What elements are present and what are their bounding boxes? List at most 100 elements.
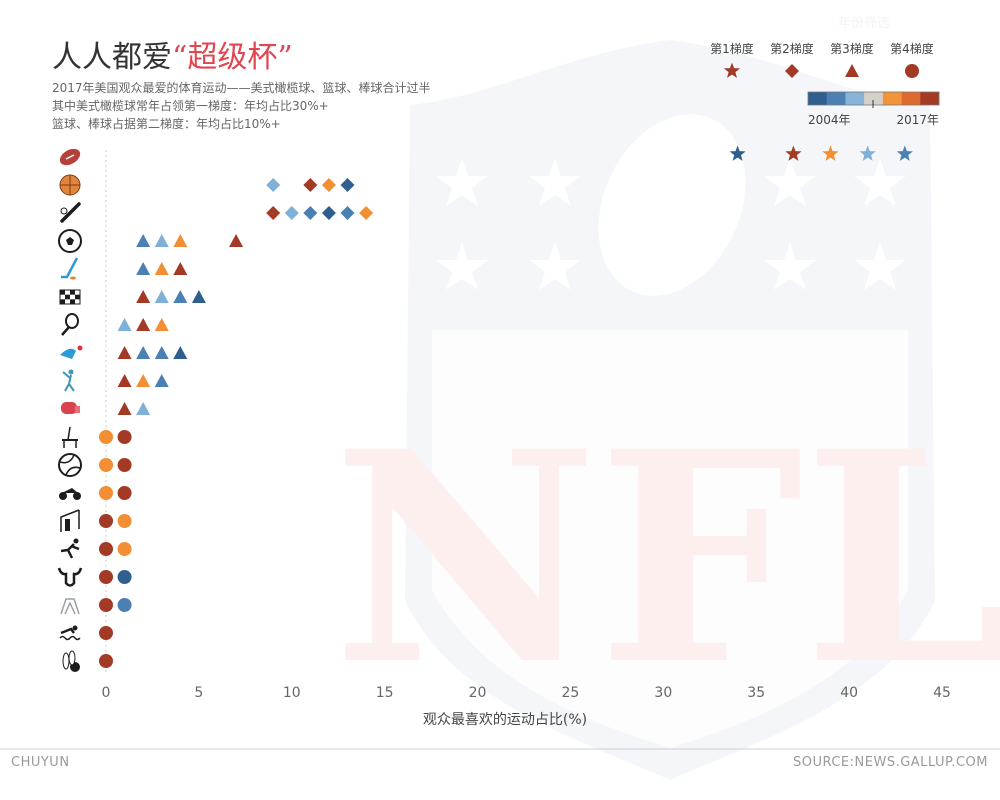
data-point (266, 206, 281, 220)
data-point (117, 346, 132, 359)
data-point (117, 514, 132, 528)
data-point (117, 486, 132, 500)
data-point (99, 486, 113, 500)
color-ramp-swatch (920, 92, 940, 105)
legend-year-start: 2004年 (808, 113, 851, 127)
data-point (729, 145, 746, 161)
data-point (99, 598, 113, 612)
legend-diamond-marker (785, 64, 799, 78)
data-point (154, 346, 169, 359)
fishing-icon (60, 509, 80, 532)
data-point (99, 570, 113, 584)
color-ramp-swatch (882, 92, 902, 105)
x-tick-label: 35 (747, 685, 765, 701)
x-tick-label: 20 (469, 685, 487, 701)
year-filter-label: 年份筛选 (838, 16, 890, 31)
subtitle-line-3: 篮球、棒球占据第二梯度：年均占比10%+ (52, 116, 281, 131)
legend-circle-marker (905, 64, 919, 78)
data-point (266, 178, 281, 192)
data-point (859, 145, 876, 161)
legend: 第1梯度 第2梯度 第3梯度 第4梯度 2004年 2017年 (710, 41, 940, 127)
color-ramp-swatch (864, 92, 884, 105)
data-point (154, 262, 169, 275)
data-point (154, 290, 169, 303)
color-ramp-swatch (901, 92, 921, 105)
tennis-icon (61, 313, 79, 336)
basketball-icon (59, 174, 81, 196)
data-marks (99, 145, 913, 668)
legend-tier-label: 第4梯度 (890, 41, 934, 56)
data-point (99, 430, 113, 444)
data-point (173, 290, 188, 303)
x-axis-ticks: 0 5 10 15 20 25 30 35 40 45 (102, 685, 951, 701)
data-point (117, 318, 132, 331)
data-point (284, 206, 299, 220)
data-point (136, 262, 151, 275)
data-point (229, 234, 244, 247)
rodeo-bull-icon (57, 567, 83, 587)
data-point (117, 430, 132, 444)
x-tick-label: 25 (562, 685, 580, 701)
data-point (117, 402, 132, 415)
data-point (117, 570, 132, 584)
svg-text:人人都爱“超级杯”: 人人都爱“超级杯” (52, 40, 293, 75)
data-point (136, 402, 151, 415)
data-point (154, 374, 169, 387)
data-point (173, 234, 188, 247)
data-point (822, 145, 839, 161)
x-tick-label: 10 (283, 685, 301, 701)
footer-author: CHUYUN (11, 755, 70, 770)
data-point (136, 374, 151, 387)
auto-racing-icon (59, 289, 81, 305)
x-axis-label: 观众最喜欢的运动占比(%) (423, 712, 587, 728)
x-tick-label: 30 (654, 685, 672, 701)
ice-hockey-icon (61, 257, 79, 280)
svg-text:NFL: NFL (333, 389, 1000, 729)
legend-triangle-marker (845, 64, 859, 77)
legend-star-marker (723, 62, 741, 78)
color-ramp-swatch (826, 92, 846, 105)
soccer-icon (58, 229, 82, 253)
data-point (303, 206, 318, 220)
chart-title-highlight: “超级杯” (172, 40, 293, 75)
bowling-icon (62, 650, 80, 672)
sport-icons (57, 148, 83, 672)
subtitle-line-1: 2017年美国观众最爱的体育运动——美式橄榄球、篮球、棒球合计过半 (52, 80, 431, 95)
legend-year-end: 2017年 (896, 113, 939, 127)
gymnastics-icon (62, 426, 78, 448)
data-point (99, 542, 113, 556)
data-point (136, 234, 151, 247)
data-point (173, 262, 188, 275)
x-tick-label: 45 (933, 685, 951, 701)
data-point (896, 145, 913, 161)
data-point (99, 654, 113, 668)
data-point (136, 346, 151, 359)
subtitle-line-2: 其中美式橄榄球常年占领第一梯度：年均占比30%+ (52, 98, 329, 113)
data-point (154, 318, 169, 331)
data-point (340, 178, 355, 192)
data-point (191, 290, 206, 303)
wrestling-icon (60, 598, 80, 615)
data-point (785, 145, 802, 161)
data-point (154, 234, 169, 247)
data-point (99, 458, 113, 472)
data-point (321, 206, 336, 220)
color-ramp-swatch (808, 92, 828, 105)
data-point (136, 318, 151, 331)
x-tick-label: 5 (194, 685, 203, 701)
data-point (117, 542, 132, 556)
legend-tier-label: 第2梯度 (770, 41, 814, 56)
chart-title: 人人都爱 (52, 40, 172, 75)
motorcycle-racing-icon (59, 488, 81, 500)
data-point (359, 206, 374, 220)
golf-icon (62, 369, 75, 392)
data-point (303, 178, 318, 192)
x-tick-label: 0 (102, 685, 111, 701)
swimming-icon (59, 625, 81, 641)
nfl-shield-watermark: NFL (333, 40, 1000, 780)
baseball-icon (60, 202, 81, 223)
data-point (99, 626, 113, 640)
x-tick-label: 40 (840, 685, 858, 701)
figure-skating-icon (60, 345, 83, 359)
data-point (340, 206, 355, 220)
